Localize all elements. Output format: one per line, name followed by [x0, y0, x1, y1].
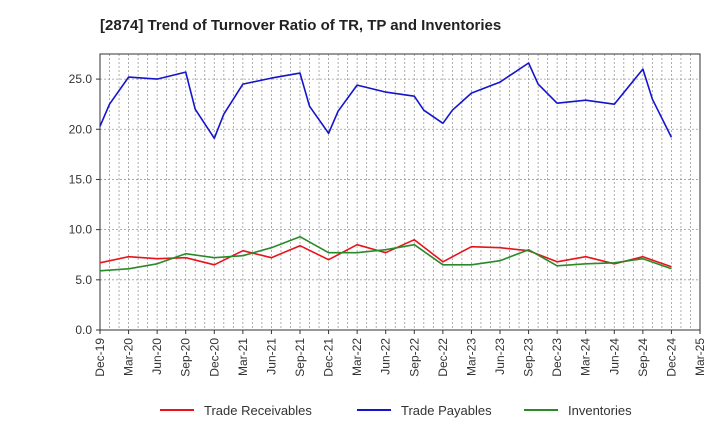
x-tick-label: Jun-21 [264, 338, 278, 375]
legend-label-trade-receivables: Trade Receivables [204, 403, 312, 418]
y-tick-label: 15.0 [69, 172, 93, 186]
x-tick-label: Jun-23 [493, 338, 507, 375]
x-tick-label: Dec-20 [207, 338, 221, 377]
x-tick-label: Jun-20 [150, 338, 164, 375]
x-tick-label: Mar-23 [464, 338, 478, 376]
x-tick-label: Mar-25 [693, 338, 707, 376]
x-tick-label: Mar-22 [350, 338, 364, 376]
x-tick-label: Dec-19 [93, 338, 107, 377]
x-tick-label: Dec-22 [436, 338, 450, 377]
y-tick-label: 25.0 [69, 72, 93, 86]
series-line-inventories [99, 235, 672, 272]
x-tick-label: Jun-24 [607, 338, 621, 375]
x-tick-label: Sep-21 [293, 338, 307, 377]
x-tick-label: Mar-20 [122, 338, 136, 376]
x-tick-label: Mar-24 [579, 338, 593, 376]
y-tick-label: 0.0 [75, 323, 92, 337]
legend: Trade Receivables Trade Payables Inventori… [160, 403, 632, 418]
series-line-trade-receivables [99, 238, 672, 268]
x-tick-label: Jun-22 [379, 338, 393, 375]
x-tick-label: Sep-23 [522, 338, 536, 377]
y-tick-label: 5.0 [75, 273, 92, 287]
x-tick-label: Sep-24 [636, 338, 650, 377]
y-tick-label: 10.0 [69, 223, 93, 237]
x-tick-label: Dec-24 [664, 338, 678, 377]
series-line-trade-payables [99, 62, 673, 140]
plot-frame [99, 53, 701, 331]
x-tick-label: Sep-20 [179, 338, 193, 377]
plot-area: 0.0 5.0 10.0 15.0 20.0 25.0 Dec-19 Mar-20 Jun-20… [69, 53, 707, 377]
legend-label-trade-payables: Trade Payables [401, 403, 492, 418]
x-tick-label: Mar-21 [236, 338, 250, 376]
chart-title: [2874] Trend of Turnover Ratio of TR, TP… [100, 17, 501, 34]
x-tick-label: Dec-23 [550, 338, 564, 377]
y-tick-label: 20.0 [69, 122, 93, 136]
x-tick-label: Dec-21 [322, 338, 336, 377]
x-tick-label: Sep-22 [407, 338, 421, 377]
legend-label-inventories: Inventories [568, 403, 632, 418]
